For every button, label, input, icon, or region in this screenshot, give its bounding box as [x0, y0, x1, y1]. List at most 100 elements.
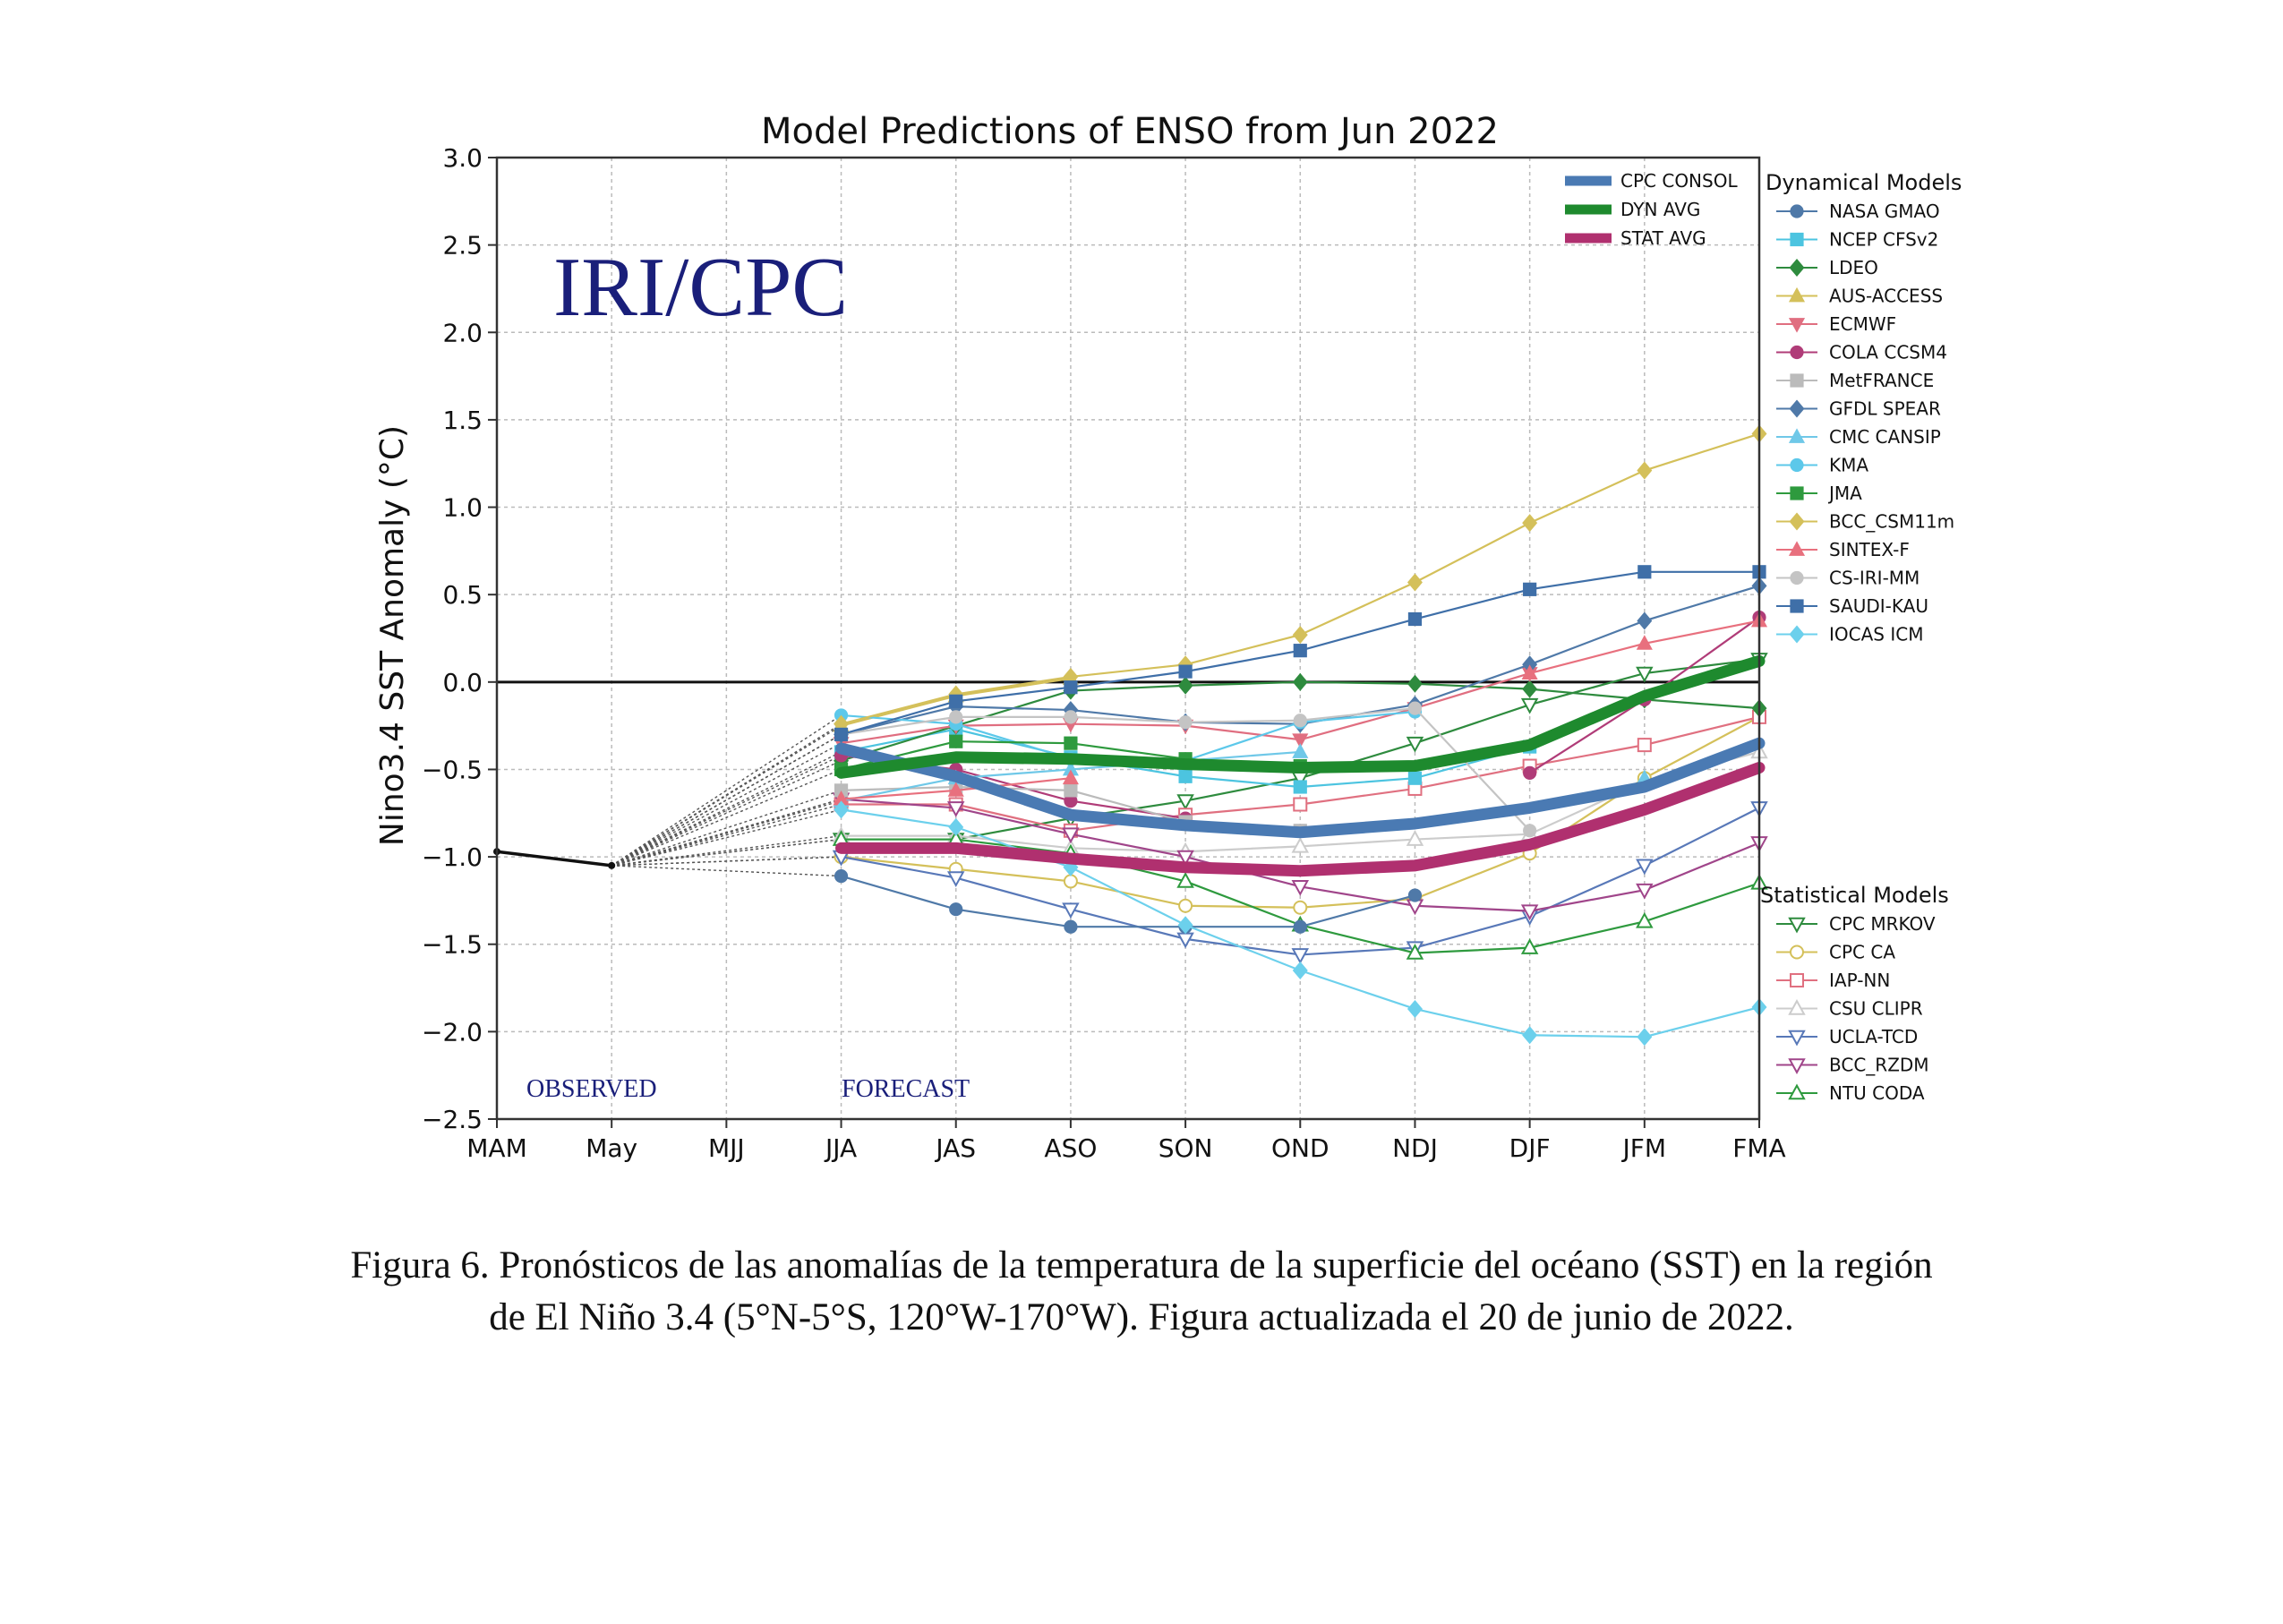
- dynamical-model-point: [1178, 664, 1193, 679]
- statistical-model-point: [1636, 911, 1654, 928]
- legend-statistical-title: Statistical Models: [1760, 883, 1949, 908]
- observed-point: [608, 861, 616, 869]
- fan-line: [611, 838, 842, 867]
- dynamical-model-point: [1637, 565, 1652, 579]
- legend-marker: [1790, 345, 1804, 360]
- legend-label: DYN AVG: [1620, 199, 1700, 220]
- dynamical-legend-label: IOCAS ICM: [1829, 624, 1923, 645]
- dynamical-model-point: [1637, 461, 1653, 480]
- statistical-model-point: [1636, 883, 1654, 900]
- legend-marker: [1788, 286, 1806, 303]
- y-tick-label: 2.5: [442, 231, 483, 261]
- dynamical-model-point: [834, 868, 849, 884]
- statistical-model-point: [1636, 666, 1654, 683]
- statistical-model-point: [1176, 850, 1194, 867]
- legend-marker: [1790, 457, 1804, 473]
- figure-caption: Figura 6. Pronósticos de las anomalías d…: [0, 1240, 2283, 1344]
- dynamical-legend-label: COLA CCSM4: [1829, 342, 1947, 363]
- dynamical-model-point: [1407, 573, 1423, 592]
- legend-marker: [1789, 258, 1805, 278]
- x-tick-label: FMA: [1732, 1133, 1785, 1163]
- statistical-model-point: [1293, 900, 1308, 915]
- dynamical-model-point: [1178, 769, 1193, 783]
- fan-line: [611, 798, 842, 867]
- statistical-model-point: [946, 801, 965, 817]
- statistical-model-point: [1176, 794, 1194, 811]
- statistical-model-point: [1636, 859, 1654, 876]
- legend-averages: CPC CONSOL DYN AVG STAT AVG: [1565, 170, 1738, 249]
- legend-marker: [1790, 232, 1804, 247]
- forecast-fan-lines: [611, 714, 842, 877]
- forecast-label: FORECAST: [842, 1075, 970, 1103]
- observed-series: [493, 848, 616, 869]
- legend-marker: [1788, 1083, 1806, 1100]
- statistical-model-point: [1062, 827, 1080, 844]
- dynamical-model-point: [1523, 824, 1537, 838]
- caption-line-1: Figura 6. Pronósticos de las anomalías d…: [350, 1244, 1933, 1286]
- legend-marker: [1790, 944, 1804, 960]
- statistical-legend-label: CPC MRKOV: [1829, 913, 1936, 935]
- y-tick-label: 1.5: [442, 406, 483, 435]
- dynamical-model-point: [949, 694, 963, 708]
- statistical-model-point: [1637, 738, 1652, 753]
- legend-dynamical: NASA GMAO NCEP CFSv2 LDEO AUS-ACCESS ECMWF CO…: [1776, 201, 1954, 645]
- x-tick-label: SON: [1159, 1133, 1213, 1163]
- y-tick-label: 0.0: [442, 668, 483, 697]
- dynamical-legend-label: LDEO: [1829, 257, 1878, 278]
- dynamical-legend-label: CMC CANSIP: [1829, 426, 1941, 448]
- fan-line: [611, 755, 842, 867]
- dynamical-model-point: [1521, 664, 1538, 680]
- x-tick-label: JFM: [1621, 1133, 1667, 1163]
- dynamical-model-point: [834, 800, 850, 819]
- observed-label: OBSERVED: [526, 1075, 657, 1103]
- legend-marker: [1790, 486, 1804, 500]
- legend-marker: [1790, 973, 1804, 987]
- dynamical-model-point: [948, 817, 964, 836]
- fan-line: [611, 790, 842, 867]
- statistical-model-point: [1062, 902, 1080, 919]
- y-tick-label: 0.5: [442, 580, 483, 610]
- dynamical-legend-label: JMA: [1827, 483, 1862, 504]
- y-tick-label: −1.0: [422, 842, 483, 872]
- statistical-model-point: [1178, 898, 1193, 913]
- dynamical-model-point: [1293, 714, 1307, 728]
- statistical-model-series: [832, 792, 1768, 921]
- dynamical-legend-label: MetFRANCE: [1829, 370, 1934, 391]
- dynamical-legend-label: SAUDI-KAU: [1829, 595, 1928, 617]
- fan-line: [611, 723, 842, 867]
- y-tick-label: −2.0: [422, 1017, 483, 1047]
- statistical-legend-label: IAP-NN: [1829, 970, 1890, 991]
- dynamical-model-point: [1292, 626, 1308, 645]
- dynamical-model-point: [834, 727, 849, 742]
- dynamical-model-series: [834, 424, 1767, 733]
- y-tick-label: 2.0: [442, 318, 483, 347]
- dynamical-model-point: [1522, 514, 1538, 533]
- dynamical-legend-label: KMA: [1829, 455, 1868, 476]
- dynamical-legend-label: AUS-ACCESS: [1829, 286, 1943, 307]
- x-tick-label: JAS: [934, 1133, 976, 1163]
- statistical-legend-label: BCC_RZDM: [1829, 1055, 1929, 1076]
- fan-line: [611, 760, 842, 867]
- statistical-model-point: [1406, 944, 1424, 960]
- observed-line: [496, 850, 612, 868]
- y-axis-label: Nino3.4 SST Anomaly (°C): [374, 425, 411, 846]
- legend-marker: [1790, 204, 1804, 218]
- dynamical-model-point: [1064, 919, 1078, 934]
- dynamical-model-point: [1292, 733, 1309, 748]
- statistical-model-point: [1406, 830, 1424, 846]
- y-tick-label: −1.5: [422, 930, 483, 960]
- dynamical-model-point: [1637, 611, 1653, 630]
- dynamical-legend-label: SINTEX-F: [1829, 539, 1910, 560]
- statistical-model-point: [1291, 879, 1310, 896]
- dynamical-model-point: [949, 734, 963, 748]
- statistical-model-point: [1406, 736, 1424, 753]
- statistical-legend-label: UCLA-TCD: [1829, 1026, 1918, 1047]
- dynamical-model-point: [1293, 780, 1307, 794]
- y-tick-label: −0.5: [422, 755, 483, 784]
- legend-marker: [1788, 999, 1806, 1015]
- legend-marker: [1788, 917, 1806, 934]
- dynamical-model-point: [947, 782, 964, 797]
- dynamical-model-point: [1637, 1028, 1653, 1047]
- statistical-legend-label: CSU CLIPR: [1829, 998, 1923, 1020]
